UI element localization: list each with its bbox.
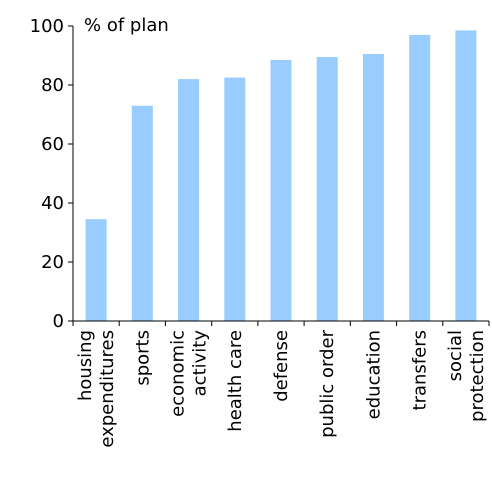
x-category-label-line: activity (190, 330, 211, 397)
y-tick-label: 60 (41, 134, 64, 155)
x-category-label-line: education (363, 330, 384, 419)
bar (270, 59, 292, 322)
x-category-label-line: housing (75, 330, 96, 401)
x-category-label: health care (225, 330, 246, 432)
x-category-label-line: public order (317, 329, 338, 437)
y-tick-label: 100 (30, 16, 64, 37)
y-tick-label: 80 (41, 75, 64, 96)
x-category-label: sports (132, 330, 153, 386)
x-category-label-line: sports (132, 330, 153, 386)
x-category-label-line: expenditures (97, 330, 118, 448)
bar (362, 54, 384, 321)
x-labels-group: housing expenditures sports economic activit… (75, 329, 488, 447)
x-category-label-line: defense (271, 330, 292, 402)
x-category-label: public order (317, 329, 338, 437)
y-unit-label: % of plan (84, 15, 169, 36)
y-tick-label: 20 (41, 252, 64, 273)
bar (178, 79, 200, 321)
x-category-label: housing expenditures (75, 330, 118, 448)
bar (316, 57, 338, 321)
bar (224, 77, 246, 321)
y-ticks-group: 0 20 40 60 80 100 (30, 16, 73, 332)
y-tick-label: 0 (53, 311, 64, 332)
x-category-label-line: transfers (410, 330, 431, 410)
x-category-label-line: economic (168, 330, 189, 417)
bar (455, 30, 477, 322)
x-category-label: economic activity (168, 330, 211, 417)
y-tick-label: 40 (41, 193, 64, 214)
bar (131, 105, 153, 321)
x-category-label-line: social (445, 330, 466, 381)
bars-group (85, 30, 477, 322)
x-category-label-line: health care (225, 330, 246, 432)
x-category-label-line: protection (467, 330, 488, 422)
x-category-label: social protection (445, 330, 488, 422)
bar (409, 34, 431, 322)
x-category-label: defense (271, 330, 292, 402)
x-category-label: education (363, 330, 384, 419)
x-category-label: transfers (410, 330, 431, 410)
bar (85, 219, 107, 321)
axes-group (72, 26, 490, 326)
